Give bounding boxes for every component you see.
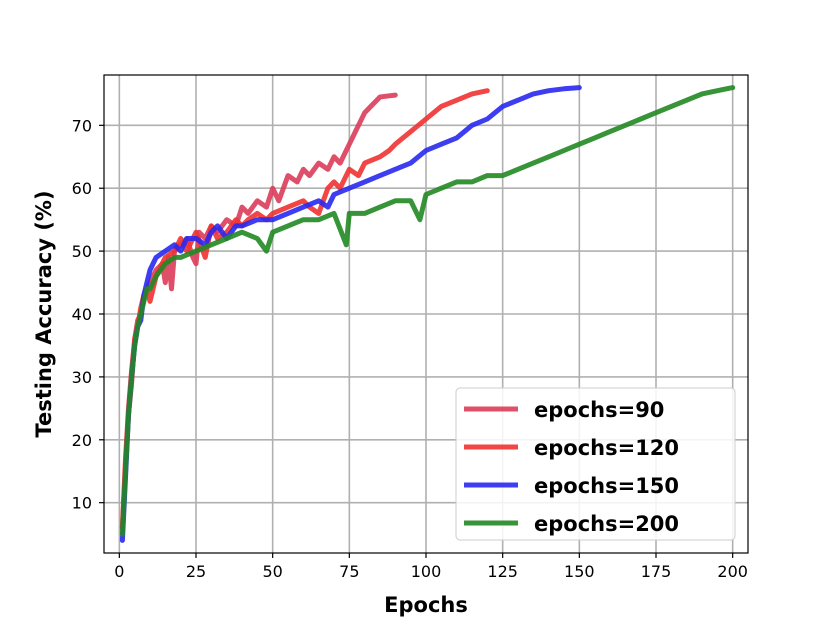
y-tick-label: 10 <box>72 494 92 513</box>
x-tick-label: 0 <box>114 562 124 581</box>
x-axis-title: Epochs <box>384 593 468 617</box>
y-axis-ticks: 10 20 30 40 50 60 70 <box>72 116 104 513</box>
y-tick-label: 60 <box>72 179 92 198</box>
legend-label: epochs=150 <box>534 474 679 498</box>
y-axis-title: Testing Accuracy (%) <box>32 190 56 437</box>
series-line-2 <box>119 88 490 531</box>
x-tick-label: 50 <box>262 562 282 581</box>
y-tick-label: 70 <box>72 116 92 135</box>
x-axis-ticks: 0 25 50 75 100 125 150 175 200 <box>114 553 748 581</box>
legend-label: epochs=200 <box>534 512 679 536</box>
y-tick-label: 40 <box>72 305 92 324</box>
x-tick-label: 200 <box>717 562 748 581</box>
x-tick-label: 100 <box>411 562 442 581</box>
plot-lines <box>119 85 736 543</box>
y-tick-label: 30 <box>72 368 92 387</box>
x-tick-label: 125 <box>487 562 518 581</box>
legend-label: epochs=90 <box>534 398 664 422</box>
x-tick-label: 175 <box>641 562 672 581</box>
grid <box>104 75 748 553</box>
y-tick-label: 20 <box>72 431 92 450</box>
series-line-1 <box>119 92 398 531</box>
legend-box <box>455 387 736 541</box>
x-tick-label: 75 <box>339 562 359 581</box>
y-tick-label: 50 <box>72 242 92 261</box>
legend-label: epochs=120 <box>534 436 679 460</box>
series-line-4 <box>119 85 736 537</box>
x-tick-label: 25 <box>186 562 206 581</box>
legend: epochs=90 epochs=120 epochs=150 epochs=200 <box>455 387 736 541</box>
x-tick-label: 150 <box>564 562 595 581</box>
